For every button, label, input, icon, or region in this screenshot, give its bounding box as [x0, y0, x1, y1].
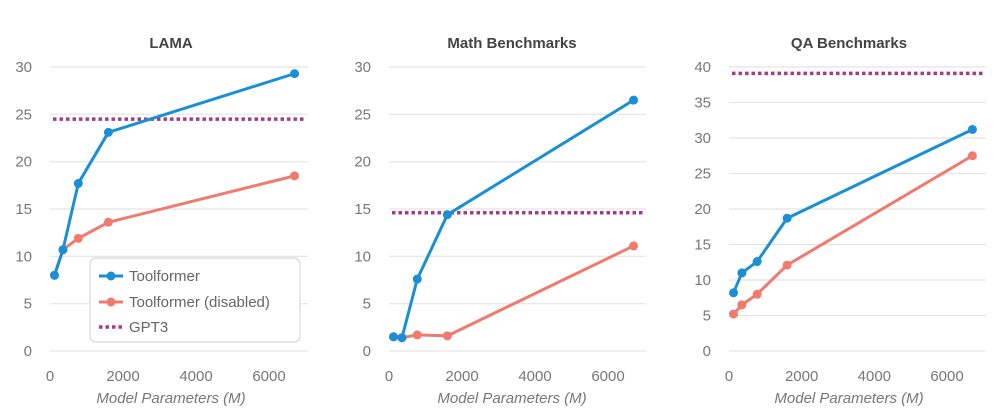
legend: Toolformer Toolformer (disabled) GPT3 — [89, 257, 301, 343]
y-tick-label: 30 — [694, 130, 711, 147]
y-tick-label: 0 — [24, 343, 32, 360]
toolformer-disabled-point — [412, 330, 422, 340]
toolformer-point — [73, 178, 83, 188]
legend-item-toolformer-disabled-marker — [106, 297, 116, 307]
legend-item-toolformer-marker — [106, 271, 116, 281]
x-axis-label: Model Parameters (M) — [96, 390, 245, 407]
toolformer-point — [50, 270, 60, 280]
x-tick-label: 2000 — [445, 368, 478, 385]
y-tick-label: 10 — [354, 248, 371, 265]
toolformer-disabled-point — [729, 309, 739, 319]
y-tick-label: 5 — [363, 296, 371, 313]
toolformer-point — [442, 210, 452, 220]
legend-item-gpt3-label: GPT3 — [129, 319, 168, 336]
toolformer-point — [782, 213, 792, 223]
toolformer-point — [967, 124, 977, 134]
y-tick-label: 20 — [694, 201, 711, 218]
toolformer-point — [389, 332, 399, 342]
x-tick-label: 2000 — [785, 368, 818, 385]
toolformer-disabled-point — [967, 151, 977, 161]
toolformer-point — [412, 274, 422, 284]
x-tick-label: 0 — [385, 368, 393, 385]
legend-item-toolformer-disabled-label: Toolformer (disabled) — [129, 294, 270, 311]
x-tick-label: 6000 — [930, 368, 963, 385]
y-tick-label: 15 — [15, 201, 32, 218]
toolformer-line — [732, 128, 974, 294]
chart-panel-3: QA Benchmarks 0 5 10 15 20 25 30 35 40 0 2000 4000 60… — [694, 35, 986, 407]
toolformer-disabled-point — [73, 233, 83, 243]
legend-item-toolformer-label: Toolformer — [129, 268, 200, 285]
toolformer-point — [629, 95, 639, 105]
y-tick-label: 15 — [694, 237, 711, 254]
x-tick-label: 4000 — [518, 368, 551, 385]
toolformer-point — [290, 69, 300, 79]
y-tick-label: 0 — [363, 343, 371, 360]
x-axis-label: Model Parameters (M) — [774, 390, 923, 407]
x-axis-label: Model Parameters (M) — [437, 390, 586, 407]
y-tick-label: 25 — [15, 106, 32, 123]
x-tick-label: 2000 — [106, 368, 139, 385]
chart-title: Math Benchmarks — [447, 35, 576, 52]
y-tick-label: 20 — [354, 154, 371, 171]
x-tick-label: 6000 — [252, 368, 285, 385]
toolformer-point — [103, 127, 113, 137]
y-tick-label: 5 — [703, 308, 711, 325]
toolformer-disabled-point — [442, 331, 452, 341]
toolformer-disabled-point — [752, 289, 762, 299]
toolformer-point — [752, 257, 762, 267]
x-tick-label: 0 — [725, 368, 733, 385]
x-tick-label: 6000 — [591, 368, 624, 385]
y-tick-label: 10 — [694, 272, 711, 289]
y-tick-label: 20 — [15, 154, 32, 171]
y-tick-label: 15 — [354, 201, 371, 218]
toolformer-point — [737, 268, 747, 278]
toolformer-point — [397, 333, 407, 343]
toolformer-point — [58, 245, 68, 255]
toolformer-disabled-point — [629, 241, 639, 251]
x-tick-label: 4000 — [858, 368, 891, 385]
x-tick-label: 0 — [46, 368, 54, 385]
legend-box — [89, 257, 301, 343]
toolformer-disabled-point — [290, 171, 300, 181]
toolformer-line — [53, 72, 296, 276]
toolformer-disabled-line — [393, 244, 635, 340]
toolformer-disabled-point — [782, 260, 792, 270]
toolformer-line — [393, 98, 635, 340]
toolformer-disabled-line — [732, 154, 974, 316]
toolformer-point — [729, 288, 739, 298]
chart-title: LAMA — [149, 35, 192, 52]
y-tick-label: 30 — [354, 59, 371, 76]
toolformer-disabled-point — [103, 217, 113, 227]
y-tick-label: 10 — [15, 248, 32, 265]
toolformer-disabled-point — [737, 300, 747, 310]
y-tick-label: 25 — [354, 106, 371, 123]
y-tick-label: 30 — [15, 59, 32, 76]
y-tick-label: 40 — [694, 59, 711, 76]
y-tick-label: 25 — [694, 166, 711, 183]
chart-panel-1: LAMA 0 5 10 15 20 25 30 0 2000 4000 6000 Model Param… — [15, 35, 308, 407]
chart-title: QA Benchmarks — [791, 35, 907, 52]
y-tick-label: 35 — [694, 95, 711, 112]
x-tick-label: 4000 — [179, 368, 212, 385]
y-tick-label: 0 — [703, 343, 711, 360]
y-tick-label: 5 — [24, 296, 32, 313]
chart-panel-2: Math Benchmarks 0 5 10 15 20 25 30 0 2000 4000 6000… — [354, 35, 646, 407]
